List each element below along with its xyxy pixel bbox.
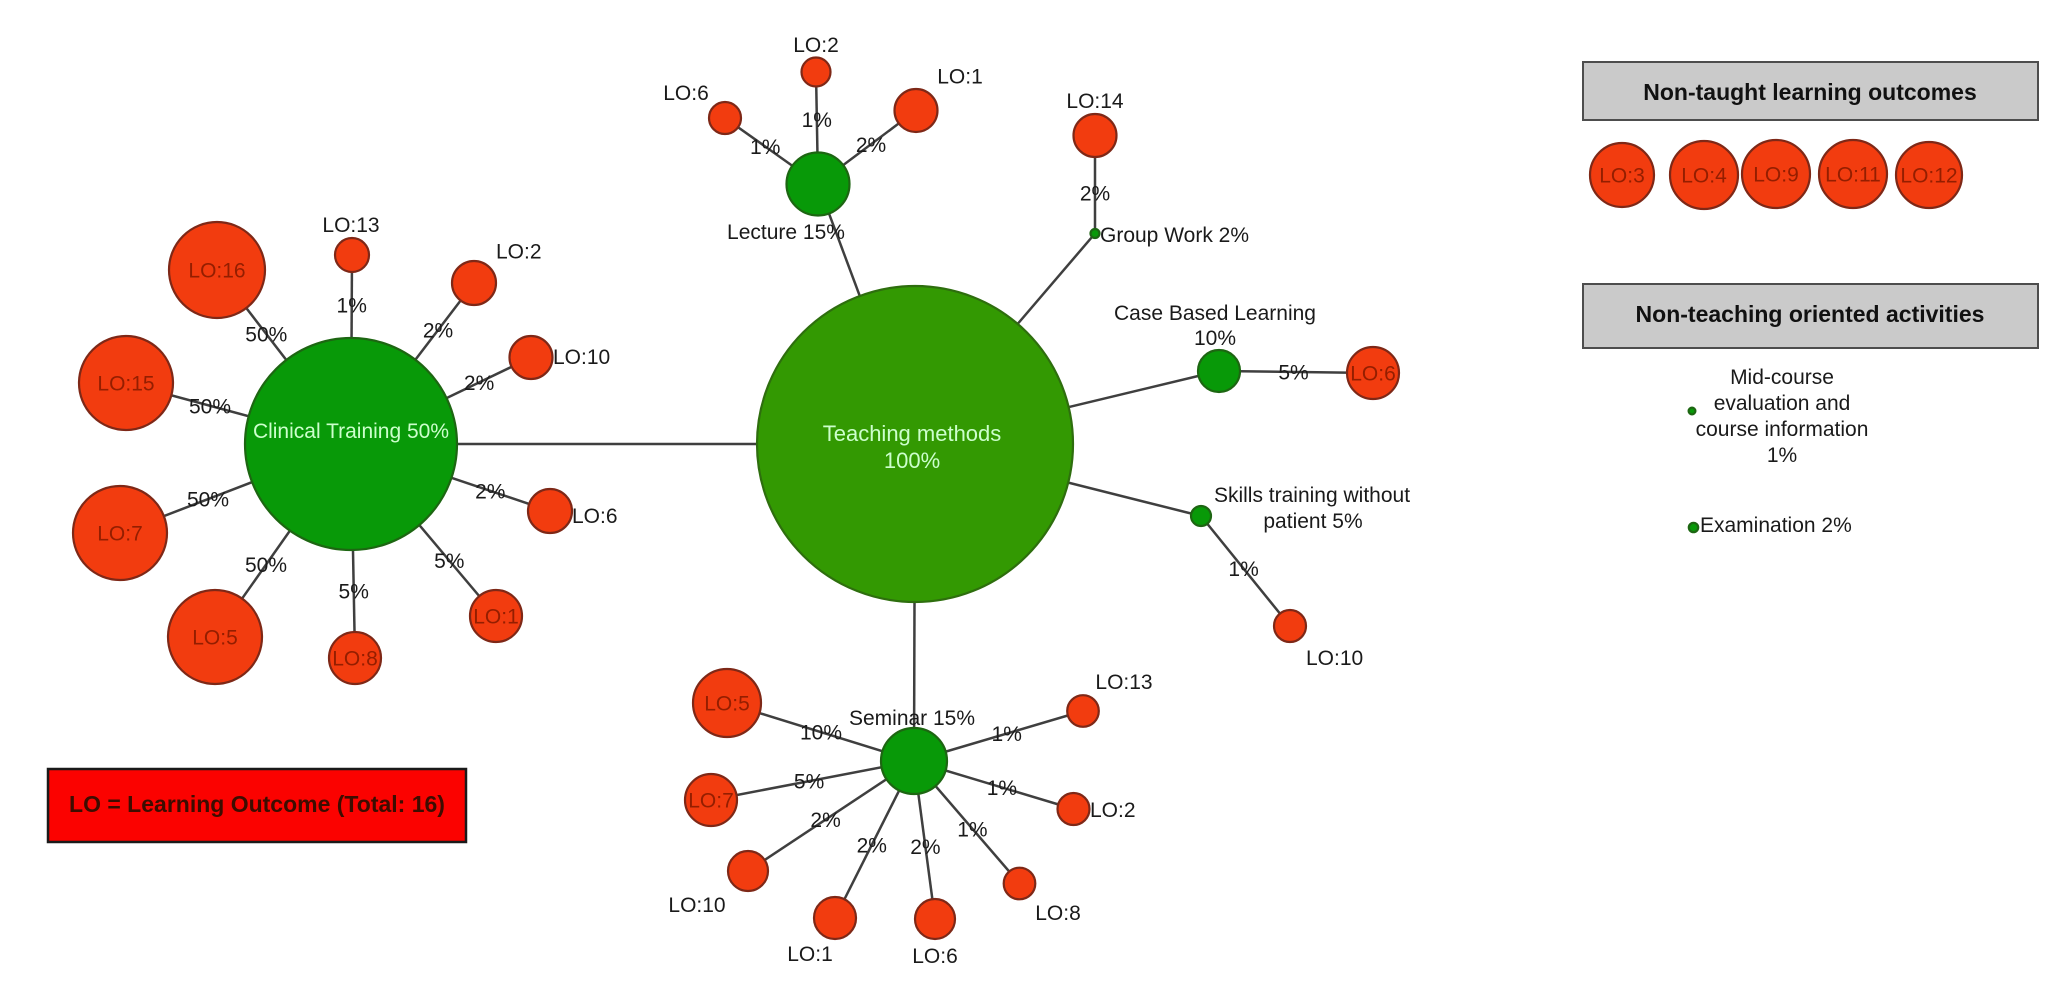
svg-text:1%: 1% (987, 777, 1017, 800)
svg-text:LO:12: LO:12 (1900, 165, 1957, 188)
svg-text:LO:10: LO:10 (668, 894, 725, 917)
svg-text:LO = Learning Outcome (Total:: LO = Learning Outcome (Total: 16) (69, 791, 445, 817)
svg-text:evaluation and: evaluation and (1714, 392, 1851, 415)
svg-text:course information: course information (1696, 418, 1869, 441)
svg-text:5%: 5% (339, 581, 369, 604)
svg-text:LO:6: LO:6 (572, 505, 618, 528)
svg-text:LO:5: LO:5 (704, 693, 750, 716)
svg-text:LO:1: LO:1 (787, 943, 833, 966)
svg-text:2%: 2% (856, 134, 886, 157)
svg-text:LO:3: LO:3 (1599, 165, 1645, 188)
svg-text:LO:8: LO:8 (332, 648, 378, 671)
svg-text:LO:4: LO:4 (1681, 165, 1727, 188)
svg-text:LO:16: LO:16 (188, 260, 245, 283)
svg-text:Non-taught learning outcomes: Non-taught learning outcomes (1643, 79, 1977, 105)
svg-text:LO:6: LO:6 (1350, 363, 1396, 386)
svg-text:2%: 2% (910, 836, 940, 859)
svg-text:Examination 2%: Examination 2% (1700, 514, 1852, 537)
svg-text:2%: 2% (810, 809, 840, 832)
svg-text:patient 5%: patient 5% (1263, 510, 1362, 533)
svg-text:50%: 50% (189, 395, 231, 418)
svg-text:LO:6: LO:6 (912, 945, 958, 968)
svg-text:1%: 1% (337, 295, 367, 318)
svg-text:LO:11: LO:11 (1825, 164, 1881, 187)
svg-text:2%: 2% (857, 834, 887, 857)
svg-text:1%: 1% (1228, 558, 1258, 581)
svg-text:1%: 1% (992, 723, 1022, 746)
svg-text:LO:13: LO:13 (1095, 671, 1152, 694)
svg-text:Seminar 15%: Seminar 15% (849, 707, 975, 730)
svg-text:2%: 2% (423, 320, 453, 343)
svg-text:5%: 5% (434, 550, 464, 573)
svg-text:LO:2: LO:2 (496, 241, 542, 264)
svg-text:1%: 1% (1767, 444, 1797, 467)
svg-text:LO:5: LO:5 (192, 627, 238, 650)
svg-text:5%: 5% (1278, 362, 1308, 385)
svg-text:LO:6: LO:6 (663, 82, 709, 105)
svg-text:Lecture 15%: Lecture 15% (727, 221, 845, 244)
svg-text:100%: 100% (884, 448, 940, 473)
svg-text:2%: 2% (464, 372, 494, 395)
svg-text:Non-teaching oriented activiti: Non-teaching oriented activities (1636, 301, 1985, 327)
svg-text:Clinical Training 50%: Clinical Training 50% (253, 420, 449, 443)
svg-text:LO:1: LO:1 (937, 66, 983, 89)
svg-text:LO:9: LO:9 (1753, 164, 1799, 187)
svg-text:1%: 1% (802, 109, 832, 132)
svg-text:LO:2: LO:2 (793, 34, 839, 57)
svg-text:2%: 2% (1080, 183, 1110, 206)
svg-text:2%: 2% (475, 480, 505, 503)
svg-text:1%: 1% (750, 136, 780, 159)
svg-text:LO:10: LO:10 (1306, 647, 1363, 670)
svg-text:1%: 1% (957, 818, 987, 841)
svg-text:LO:10: LO:10 (553, 346, 610, 369)
svg-text:LO:1: LO:1 (473, 606, 519, 629)
svg-text:LO:2: LO:2 (1090, 799, 1136, 822)
svg-text:10%: 10% (1194, 327, 1236, 350)
svg-text:Skills training without: Skills training without (1214, 484, 1410, 507)
svg-text:5%: 5% (794, 771, 824, 794)
svg-text:LO:13: LO:13 (322, 214, 379, 237)
svg-text:50%: 50% (245, 554, 287, 577)
svg-text:LO:14: LO:14 (1066, 90, 1124, 113)
svg-text:50%: 50% (245, 324, 287, 347)
svg-text:10%: 10% (800, 722, 842, 745)
svg-text:Mid-course: Mid-course (1730, 366, 1834, 389)
svg-text:LO:7: LO:7 (97, 523, 143, 546)
svg-text:50%: 50% (187, 489, 229, 512)
svg-text:Group Work 2%: Group Work 2% (1100, 224, 1249, 247)
svg-text:Teaching methods: Teaching methods (823, 421, 1002, 446)
svg-text:LO:15: LO:15 (97, 373, 154, 396)
svg-text:LO:7: LO:7 (688, 790, 734, 813)
svg-text:LO:8: LO:8 (1035, 902, 1081, 925)
svg-text:Case Based Learning: Case Based Learning (1114, 302, 1316, 325)
